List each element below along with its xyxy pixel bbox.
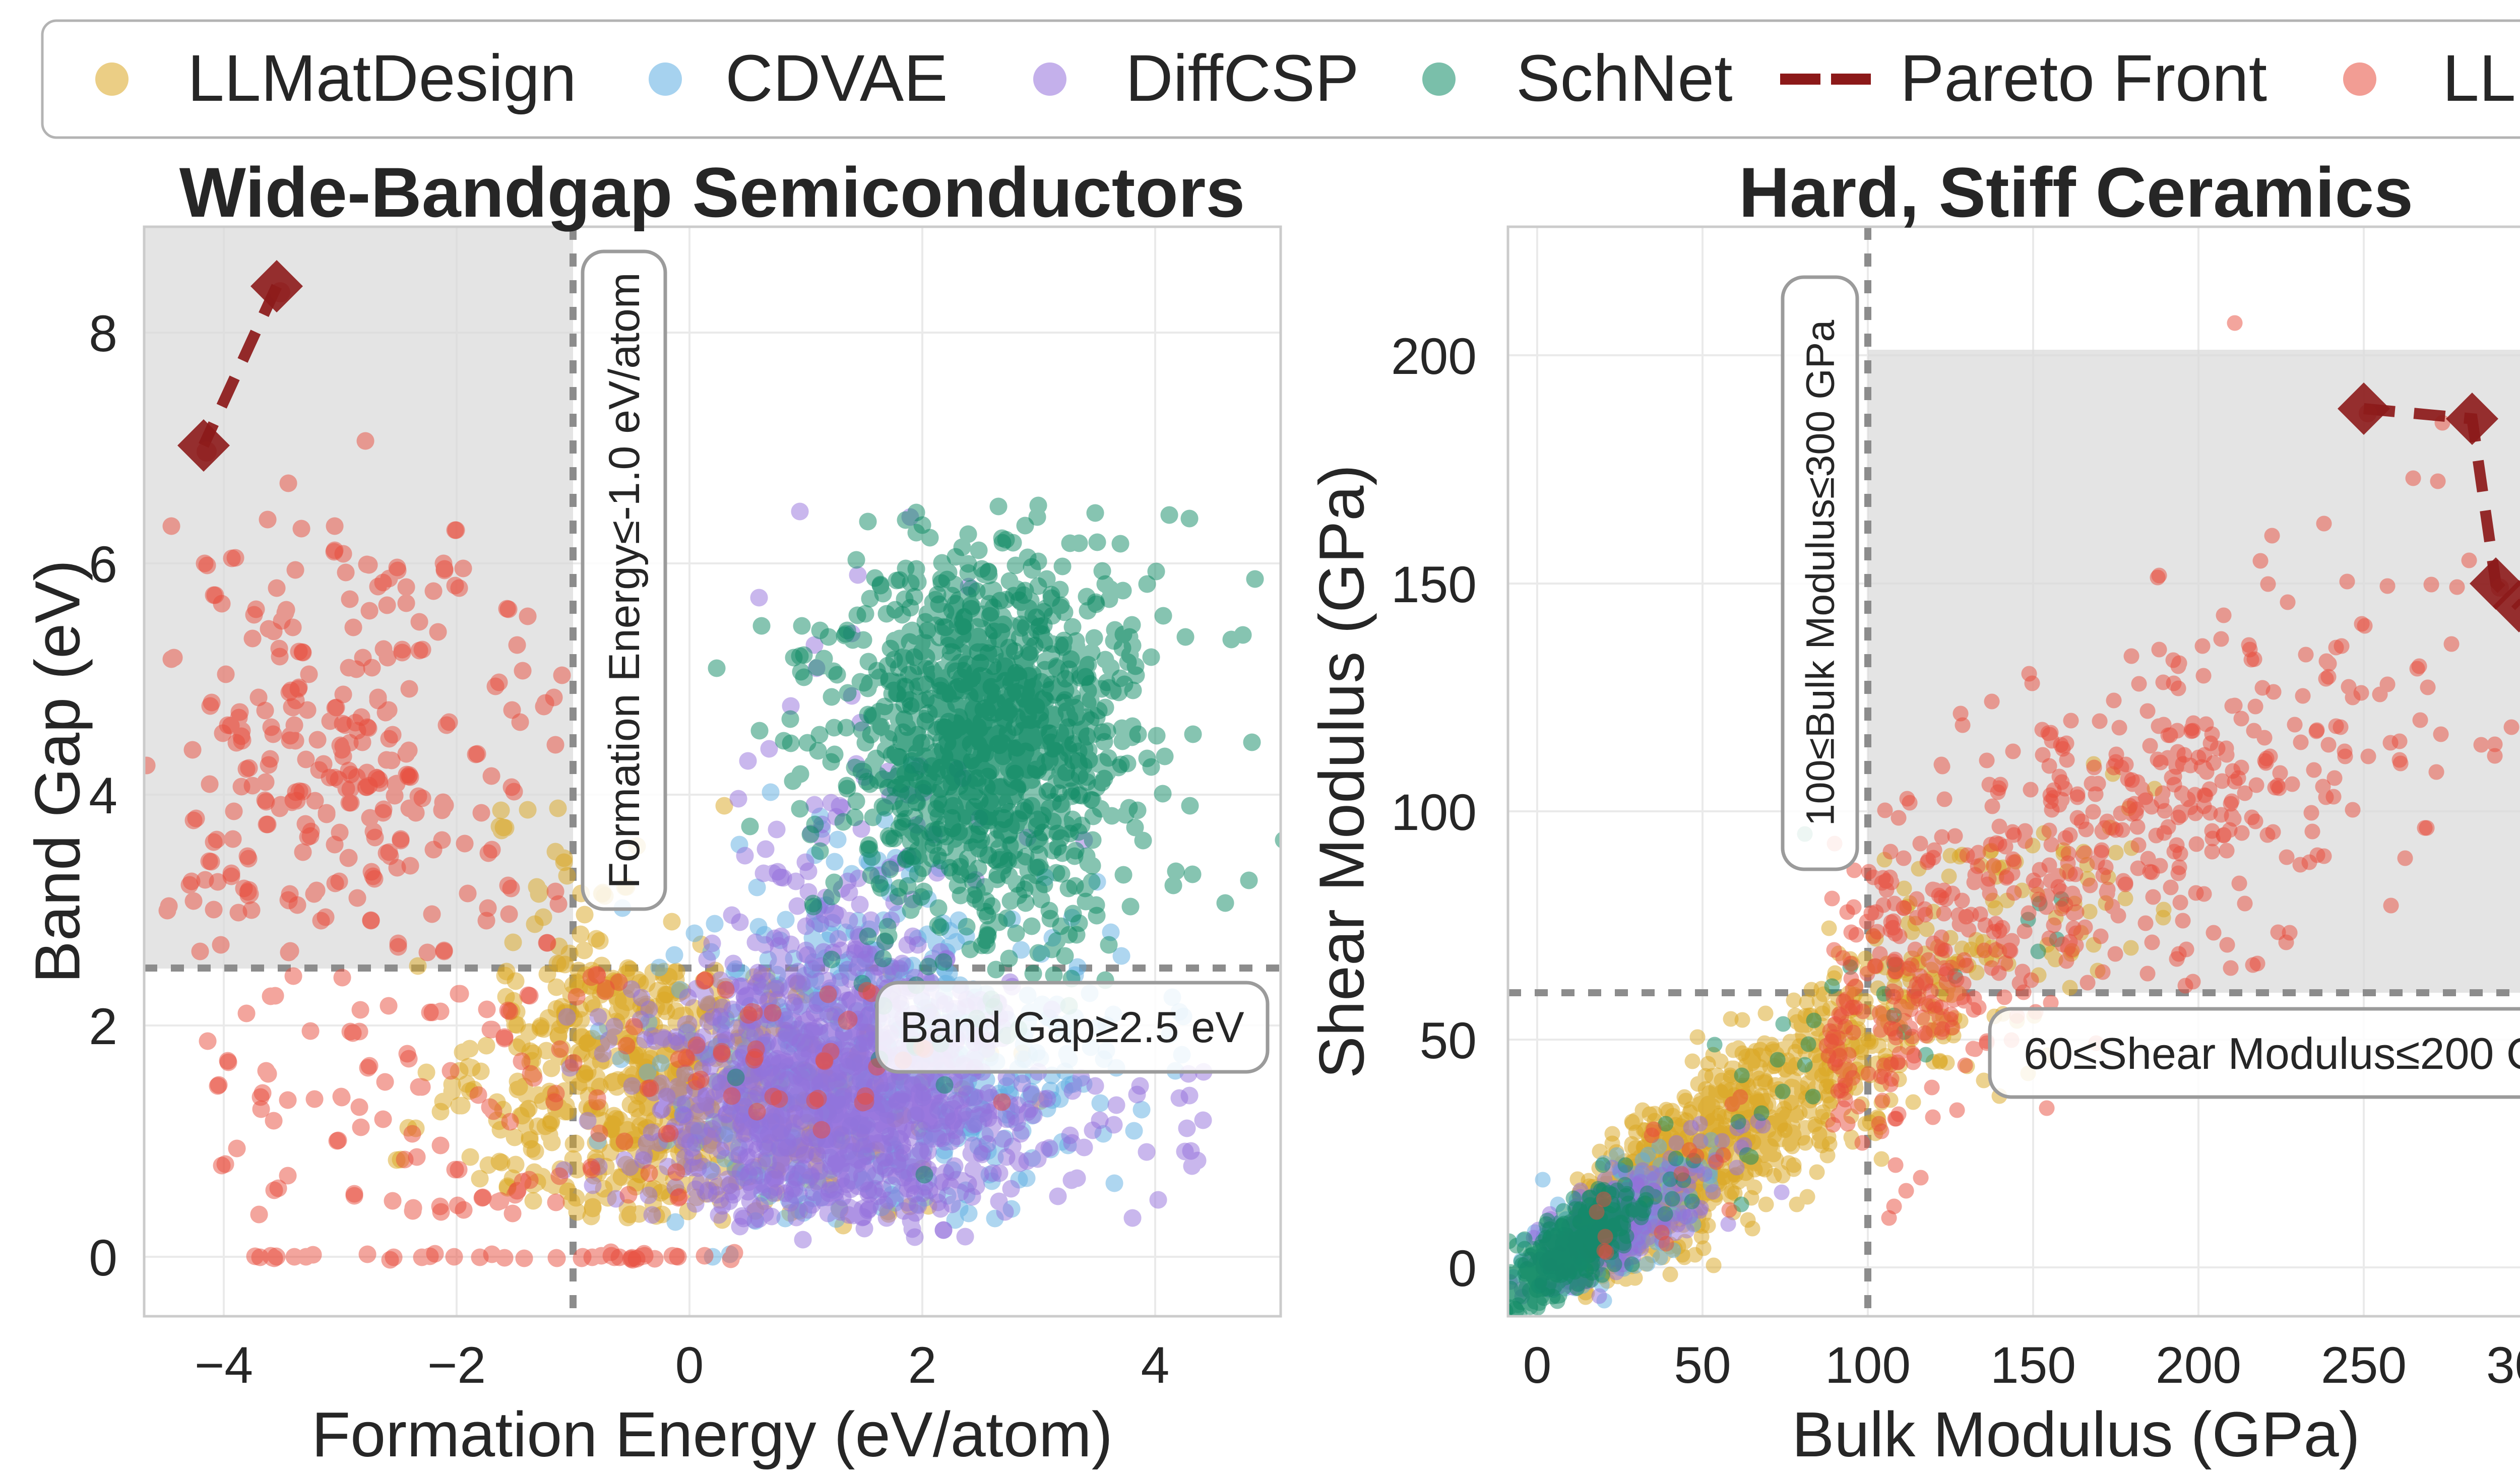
svg-text:50: 50 xyxy=(1420,1012,1477,1069)
svg-text:−2: −2 xyxy=(427,1336,486,1394)
svg-text:300: 300 xyxy=(2486,1336,2520,1394)
svg-text:Bulk Modulus (GPa): Bulk Modulus (GPa) xyxy=(1792,1399,2360,1470)
svg-text:DiffCSP: DiffCSP xyxy=(1125,41,1359,115)
svg-text:Band Gap≥2.5 eV: Band Gap≥2.5 eV xyxy=(900,1003,1244,1052)
svg-text:100≤Bulk Modulus≤300 GPa: 100≤Bulk Modulus≤300 GPa xyxy=(1798,320,1843,826)
svg-text:Formation Energy≤-1.0 eV/atom: Formation Energy≤-1.0 eV/atom xyxy=(600,272,649,888)
svg-text:200: 200 xyxy=(2156,1336,2241,1394)
svg-text:CDVAE: CDVAE xyxy=(725,41,948,115)
svg-text:2: 2 xyxy=(89,998,117,1055)
svg-text:Pareto Front: Pareto Front xyxy=(1900,41,2267,115)
svg-text:250: 250 xyxy=(2321,1336,2407,1394)
svg-text:50: 50 xyxy=(1674,1336,1731,1394)
svg-text:150: 150 xyxy=(1990,1336,2076,1394)
svg-text:Shear Modulus (GPa): Shear Modulus (GPa) xyxy=(1306,465,1377,1079)
svg-text:Band Gap (eV): Band Gap (eV) xyxy=(22,560,93,983)
svg-text:60≤Shear Modulus≤200 GPa: 60≤Shear Modulus≤200 GPa xyxy=(2024,1029,2520,1078)
svg-text:0: 0 xyxy=(675,1336,704,1394)
svg-text:Hard, Stiff Ceramics: Hard, Stiff Ceramics xyxy=(1739,153,2413,232)
svg-text:6: 6 xyxy=(89,536,117,593)
svg-text:LLMatDesign: LLMatDesign xyxy=(187,41,577,115)
svg-text:0: 0 xyxy=(89,1229,117,1287)
svg-text:150: 150 xyxy=(1391,556,1477,613)
svg-text:100: 100 xyxy=(1391,784,1477,841)
svg-text:100: 100 xyxy=(1825,1336,1911,1394)
svg-text:2: 2 xyxy=(908,1336,937,1394)
svg-text:0: 0 xyxy=(1448,1240,1477,1297)
svg-text:LLEMA: LLEMA xyxy=(2442,41,2520,115)
svg-text:0: 0 xyxy=(1523,1336,1552,1394)
svg-text:4: 4 xyxy=(1141,1336,1170,1394)
svg-text:200: 200 xyxy=(1391,328,1477,385)
svg-text:Formation Energy (eV/atom): Formation Energy (eV/atom) xyxy=(311,1399,1113,1470)
svg-text:Wide-Bandgap Semiconductors: Wide-Bandgap Semiconductors xyxy=(179,153,1245,232)
svg-text:8: 8 xyxy=(89,305,117,362)
svg-text:4: 4 xyxy=(89,767,117,824)
svg-text:−4: −4 xyxy=(195,1336,253,1394)
svg-text:SchNet: SchNet xyxy=(1516,41,1733,115)
